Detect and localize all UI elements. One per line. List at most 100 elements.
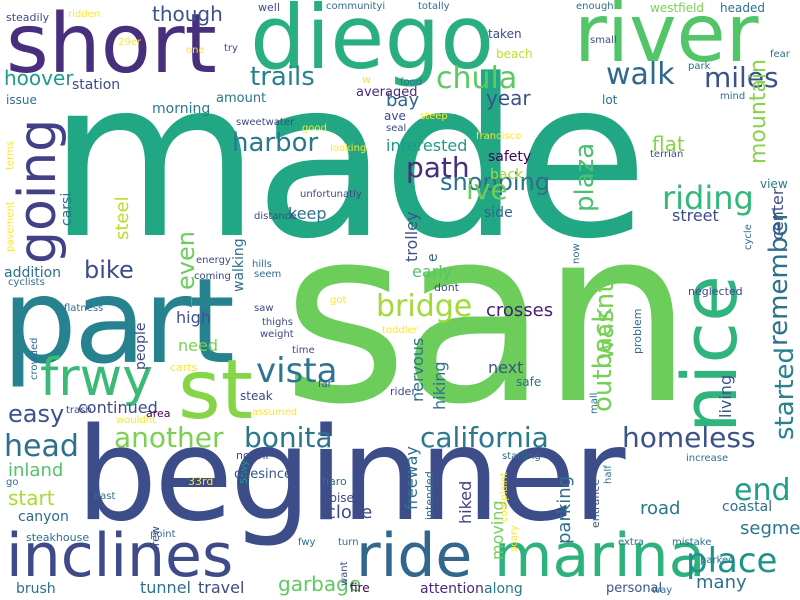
cloud-word: year <box>486 86 531 110</box>
cloud-word: cyclists <box>8 277 45 288</box>
cloud-word: close <box>326 502 373 523</box>
cloud-word: along <box>484 581 523 597</box>
cloud-word: 29er <box>118 37 141 48</box>
cloud-word: park <box>688 61 711 72</box>
cloud-word: plaza <box>570 142 600 212</box>
cloud-word: complaint <box>499 472 510 522</box>
cloud-word: parking <box>554 475 575 544</box>
cloud-word: communityi <box>326 1 386 12</box>
cloud-word: looking <box>330 143 367 154</box>
cloud-word: good <box>302 123 327 134</box>
cloud-word: trolley <box>402 211 421 263</box>
cloud-word: entrance <box>589 478 602 528</box>
cloud-word: westfield <box>650 1 705 15</box>
cloud-word: inclines <box>6 521 234 591</box>
cloud-word: bay <box>386 90 420 111</box>
cloud-word: view <box>760 177 788 191</box>
cloud-word: saw <box>254 303 274 314</box>
cloud-word: point <box>150 529 176 540</box>
cloud-word: steel <box>112 196 133 240</box>
cloud-word: part <box>2 252 235 390</box>
cloud-word: extra <box>618 537 645 548</box>
cloud-word: cycle <box>743 224 754 250</box>
cloud-word: averaged <box>356 85 418 100</box>
cloud-word: marina <box>494 521 706 591</box>
cloud-word: wouldnt <box>116 415 157 426</box>
cloud-word: diego <box>250 0 495 89</box>
cloud-word: scary <box>509 525 520 552</box>
cloud-word: 33rd <box>188 475 214 488</box>
cloud-word: station <box>72 77 121 93</box>
cloud-word: unfortunatly <box>300 189 362 200</box>
cloud-word: keep <box>288 204 327 223</box>
cloud-word: nice <box>665 275 754 433</box>
cloud-word: travel <box>198 578 245 597</box>
cloud-word: east <box>94 491 116 502</box>
cloud-word: end <box>734 473 791 508</box>
cloud-word: enough <box>576 1 614 12</box>
cloud-word: river <box>574 0 759 80</box>
cloud-word: riding <box>662 179 754 217</box>
cloud-word: half <box>603 465 614 484</box>
cloud-word: northi <box>236 449 269 462</box>
cloud-word: bonita <box>244 421 333 454</box>
cloud-word: amount <box>216 91 267 106</box>
cloud-word: start <box>8 486 55 510</box>
cloud-word: another <box>114 421 224 454</box>
cloud-word: st <box>178 343 253 438</box>
cloud-word: far <box>318 379 332 390</box>
cloud-word: coastal <box>722 499 773 515</box>
cloud-word: road <box>640 498 681 519</box>
cloud-word: well <box>258 1 280 14</box>
cloud-word: high <box>176 308 211 327</box>
cloud-word: hiked <box>456 480 475 524</box>
cloud-word: california <box>420 421 549 454</box>
cloud-word: freeway <box>402 446 421 510</box>
cloud-word: pavement <box>5 201 16 252</box>
cloud-word: headed <box>720 1 765 15</box>
cloud-word: walking <box>231 238 247 292</box>
cloud-word: homeless <box>622 421 756 454</box>
cloud-word: taken <box>488 27 522 41</box>
cloud-word: attention <box>420 581 484 597</box>
cloud-word: carts <box>170 361 198 374</box>
cloud-word: issue <box>6 93 37 107</box>
cloud-word: trails <box>250 62 315 92</box>
cloud-word: area <box>146 407 171 420</box>
cloud-word: energy <box>196 255 231 266</box>
cloud-word: back <box>490 167 524 183</box>
cloud-word: distance <box>254 211 297 222</box>
cloud-word: steakhouse <box>26 531 90 544</box>
cloud-word: seem <box>254 269 282 280</box>
cloud-word: ave <box>384 109 406 123</box>
cloud-word: mall <box>589 392 600 414</box>
cloud-word: way <box>652 585 673 596</box>
cloud-word: lot <box>602 93 618 107</box>
cloud-word: bike <box>84 256 134 284</box>
cloud-word: flat <box>652 132 685 156</box>
cloud-word: assumed <box>252 407 298 418</box>
cloud-word: street <box>672 206 719 225</box>
cloud-word: w <box>362 73 371 86</box>
cloud-word: parked <box>700 555 735 566</box>
cloud-word: addition <box>4 265 62 281</box>
cloud-word: seal <box>386 123 407 134</box>
cloud-word: increase <box>686 453 729 464</box>
cloud-word: hiking <box>430 361 449 410</box>
cloud-word: totally <box>418 1 450 12</box>
cloud-word: next <box>488 358 524 377</box>
cloud-word: carsi <box>59 192 75 226</box>
cloud-word: steadily <box>6 11 50 24</box>
cloud-word: coming <box>194 271 231 282</box>
cloud-word: intended <box>423 471 436 520</box>
cloud-word: need <box>178 336 218 355</box>
cloud-word: center <box>768 188 787 240</box>
cloud-word: small <box>590 35 617 46</box>
cloud-word: trash <box>66 405 92 416</box>
cloud-word: people <box>133 322 149 370</box>
cloud-word: crosses <box>486 300 554 321</box>
cloud-word: personal <box>606 581 663 596</box>
cloud-word: francisco <box>476 131 522 142</box>
cloud-word: path <box>406 151 470 184</box>
cloud-word: san <box>282 176 694 458</box>
